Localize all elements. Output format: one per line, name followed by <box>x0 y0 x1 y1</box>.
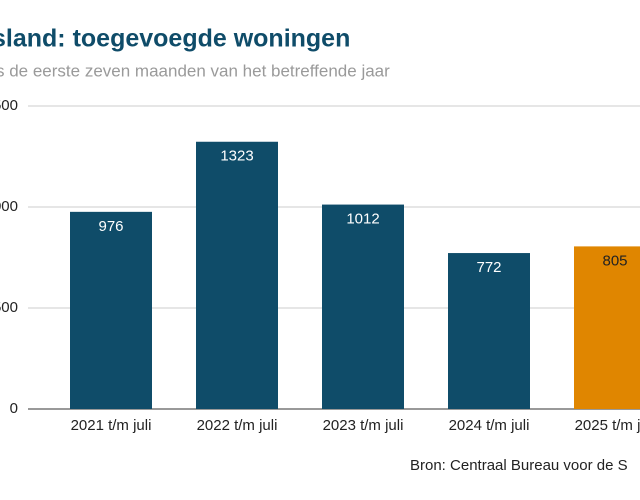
y-tick-label: 1.000 <box>0 198 18 215</box>
source: Bron: Centraal Bureau voor de S <box>410 457 628 474</box>
bar <box>322 204 404 409</box>
x-tick-label: 2021 t/m juli <box>71 417 152 434</box>
y-tick-label: 500 <box>0 299 18 316</box>
x-tick-label: 2024 t/m juli <box>449 417 530 434</box>
bar <box>448 253 530 409</box>
chart-title: sland: toegevoegde woningen <box>0 25 350 53</box>
bar <box>574 246 640 409</box>
x-tick-label: 2025 t/m juli <box>575 417 640 434</box>
x-tick-label: 2023 t/m juli <box>323 417 404 434</box>
value-label: 805 <box>602 252 627 269</box>
value-label: 1323 <box>220 148 253 165</box>
value-label: 1012 <box>346 211 379 228</box>
bar <box>70 211 152 409</box>
value-label: 772 <box>476 259 501 276</box>
bar <box>196 141 278 409</box>
chart-subtitle: s de eerste zeven maanden van het betref… <box>0 61 390 80</box>
y-tick-label: 0 <box>10 400 18 417</box>
x-tick-label: 2022 t/m juli <box>197 417 278 434</box>
y-tick-label: 1.500 <box>0 97 18 114</box>
value-label: 976 <box>98 218 123 235</box>
